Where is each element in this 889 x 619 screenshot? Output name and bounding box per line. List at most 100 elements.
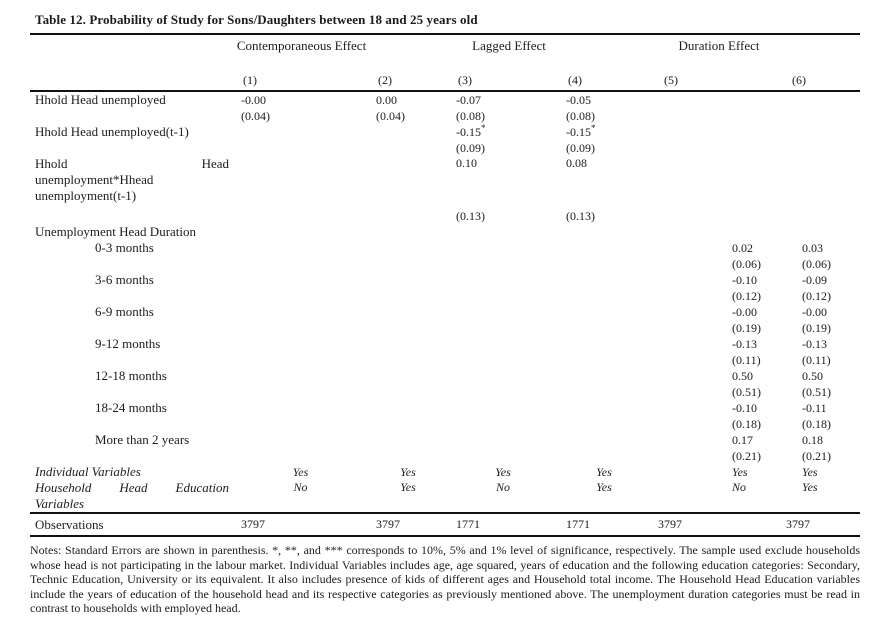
cell-r9-c1 bbox=[233, 256, 368, 272]
cell-r0-c4: -0.05 bbox=[566, 93, 592, 107]
cell-r20-c1 bbox=[233, 432, 368, 448]
cell-r16-c1 bbox=[233, 368, 368, 384]
group-lagged-effect: Lagged Effect bbox=[472, 38, 546, 53]
cell-r0-c6 bbox=[782, 91, 860, 108]
cell-r18-c5: -0.10 bbox=[732, 401, 758, 415]
cell-r16-c2 bbox=[368, 368, 448, 384]
row-se-unemployment-interaction: (0.13) (0.13) bbox=[30, 208, 860, 224]
cell-r13-c1 bbox=[233, 320, 368, 336]
row-unemployment-interaction: Hhold Head unemployment*Hhead unemployment(… bbox=[30, 156, 860, 204]
cell-r21-c4 bbox=[558, 448, 650, 464]
cell-r7-c5 bbox=[650, 224, 782, 240]
row-6-9-months: 6-9 months -0.00 -0.00 bbox=[30, 304, 860, 320]
cell-r3-c3: (0.09) bbox=[456, 141, 486, 155]
cell-r18-c2 bbox=[368, 400, 448, 416]
cell-r22-c3: Yes bbox=[495, 465, 511, 479]
cell-r20-c2 bbox=[368, 432, 448, 448]
cell-r20-c5: 0.17 bbox=[732, 433, 754, 447]
row-18-24-months: 18-24 months -0.10 -0.11 bbox=[30, 400, 860, 416]
cell-r14-c2 bbox=[368, 336, 448, 352]
cell-r24-c4: 1771 bbox=[558, 512, 651, 537]
cell-r1-c2: (0.04) bbox=[376, 109, 405, 123]
cell-r8-c5: 0.02 bbox=[732, 241, 754, 255]
cell-r3-c6 bbox=[782, 140, 860, 156]
cell-r11-c6: (0.12) bbox=[802, 289, 832, 303]
cell-r19-c1 bbox=[233, 416, 368, 432]
cell-r12-c1 bbox=[233, 304, 368, 320]
cell-r9-c4 bbox=[558, 256, 650, 272]
cell-r11-c4 bbox=[558, 288, 650, 304]
cell-r6-c2 bbox=[368, 208, 448, 224]
row-label bbox=[30, 320, 233, 336]
cell-r7-c2 bbox=[368, 224, 448, 240]
cell-r22-c2: Yes bbox=[400, 465, 416, 479]
cell-r23-c3: No bbox=[496, 480, 511, 494]
cell-r15-c4 bbox=[558, 352, 650, 368]
cell-r21-c2 bbox=[368, 448, 448, 464]
table-title: Table 12. Probability of Study for Sons/… bbox=[35, 12, 478, 27]
column-numbers-row: (1) (2) (3) (4) (5) (6) bbox=[30, 70, 861, 92]
column-number-2: (2) bbox=[368, 70, 449, 92]
cell-r21-c1 bbox=[233, 448, 368, 464]
cell-r21-c6: (0.21) bbox=[802, 449, 832, 463]
cell-r7-c3 bbox=[448, 224, 558, 240]
cell-r24-c6: 3797 bbox=[782, 512, 861, 537]
row-label: More than 2 years bbox=[95, 432, 190, 447]
cell-r4-c1 bbox=[233, 156, 368, 204]
row-label: 3-6 months bbox=[95, 272, 154, 287]
cell-r24-c1: 3797 bbox=[233, 512, 368, 537]
cell-r0-c2: 0.00 bbox=[376, 93, 397, 107]
group-header-row: Contemporaneous Effect Lagged Effect Dur… bbox=[30, 34, 860, 70]
cell-r7-c4 bbox=[558, 224, 650, 240]
row-individual-variables: Individual Variables Yes Yes Yes Yes Yes Yes bbox=[30, 464, 860, 480]
cell-r12-c5: -0.00 bbox=[732, 305, 758, 319]
cell-r13-c5: (0.19) bbox=[732, 321, 762, 335]
cell-r8-c3 bbox=[448, 240, 558, 256]
cell-r17-c5: (0.51) bbox=[732, 385, 762, 399]
row-label bbox=[30, 208, 233, 224]
row-label: 18-24 months bbox=[95, 400, 167, 415]
cell-r15-c5: (0.11) bbox=[732, 353, 761, 367]
cell-r15-c3 bbox=[448, 352, 558, 368]
row-label bbox=[30, 288, 233, 304]
row-label: 9-12 months bbox=[95, 336, 161, 351]
results-table-body: Hhold Head unemployed -0.00 0.00 -0.07 -0.05… bbox=[30, 91, 861, 537]
cell-r16-c6: 0.50 bbox=[802, 369, 824, 383]
row-label: Hhold Head unemployed(t-1) bbox=[35, 124, 189, 139]
row-label bbox=[30, 448, 233, 464]
row-label: Observations bbox=[30, 512, 233, 537]
cell-r22-c1: Yes bbox=[292, 465, 309, 479]
row-label: 12-18 months bbox=[95, 368, 167, 383]
row-se-0-3-months: (0.06) (0.06) bbox=[30, 256, 860, 272]
cell-r15-c6: (0.11) bbox=[802, 353, 831, 367]
cell-r23-c6: Yes bbox=[802, 480, 818, 494]
row-se-more-than-2-years: (0.21) (0.21) bbox=[30, 448, 860, 464]
cell-r7-c1 bbox=[233, 224, 368, 240]
cell-r10-c1 bbox=[233, 272, 368, 288]
cell-r15-c2 bbox=[368, 352, 448, 368]
cell-r22-c6: Yes bbox=[802, 465, 818, 479]
cell-r4-c4: 0.08 bbox=[566, 156, 588, 170]
cell-r6-c1 bbox=[233, 208, 368, 224]
cell-r24-c3: 1771 bbox=[448, 512, 559, 537]
row-12-18-months: 12-18 months 0.50 0.50 bbox=[30, 368, 860, 384]
cell-r1-c5 bbox=[650, 108, 782, 124]
cell-r12-c3 bbox=[448, 304, 558, 320]
cell-r22-c5: Yes bbox=[732, 465, 748, 479]
column-numbers-spacer bbox=[30, 70, 233, 92]
cell-r23-c1: No bbox=[293, 480, 308, 494]
cell-r13-c3 bbox=[448, 320, 558, 336]
row-label: Household Head Education Variables bbox=[35, 480, 229, 511]
row-se-hhold-head-unemployed: (0.04) (0.04) (0.08) (0.08) bbox=[30, 108, 860, 124]
cell-r21-c3 bbox=[448, 448, 558, 464]
cell-r4-c3: 0.10 bbox=[456, 156, 478, 170]
row-label bbox=[30, 108, 233, 124]
cell-r8-c6: 0.03 bbox=[802, 241, 824, 255]
cell-r11-c2 bbox=[368, 288, 448, 304]
row-se-6-9-months: (0.19) (0.19) bbox=[30, 320, 860, 336]
significance-star: * bbox=[591, 123, 596, 133]
cell-r2-c2 bbox=[368, 124, 448, 140]
results-table: Contemporaneous Effect Lagged Effect Dur… bbox=[30, 33, 861, 537]
cell-r13-c4 bbox=[558, 320, 650, 336]
